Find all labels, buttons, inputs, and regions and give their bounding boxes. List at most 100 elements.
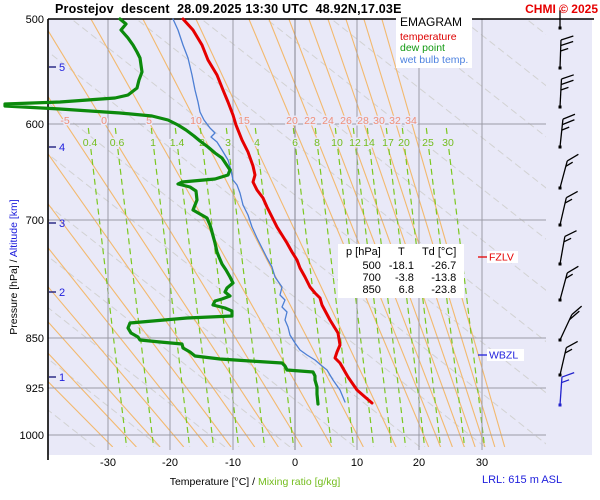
dewpoint-curve [3,17,320,406]
moist-adiabat-line [288,19,453,447]
mixing-ratio-label: 6 [292,137,298,149]
mixing-ratio-line [352,127,355,138]
x-axis-label-mixing: Mixing ratio [g/kg] [257,476,341,488]
wind-barb-feather [560,86,569,91]
mixing-ratio-line [355,148,393,447]
moist-adiabat-label: 32 [389,115,401,127]
moist-adiabat-line [268,19,442,447]
moist-adiabat-label: 5 [146,115,152,127]
dry-adiabat-line [331,19,546,189]
altitude-tick-label: 5 [59,62,65,74]
temperature-curve [181,17,374,405]
mixing-ratio-line [254,127,257,138]
wind-barb-feather [563,237,572,243]
moist-adiabat-label: 20 [286,115,298,127]
fzlv-marker-label: FZLV [489,252,514,264]
wind-barb-feather [561,126,570,131]
mixing-ratio-line [317,148,355,447]
x-axis-label: Temperature [°C] / Mixing ratio [g/kg] [169,476,341,488]
wind-barb [558,230,577,266]
moist-adiabat-line [48,95,279,447]
mixing-ratio-line [385,127,388,138]
legend-item-dewpoint: dew point [400,42,445,54]
dry-adiabat-line [71,19,546,394]
moist-adiabat-line [381,19,506,447]
dry-adiabat-line [201,19,546,291]
table-header-cell: p [hPa] [346,246,381,258]
table-cell: -23.8 [431,284,457,296]
wind-barb [558,372,575,407]
table-cell: 700 [362,272,381,284]
wind-barb [558,340,578,377]
mixing-ratio-label: 1 [150,137,156,149]
table-row: 500 -18.1 -26.7 [342,260,460,272]
pressure-tick-label: 1000 [20,430,44,442]
mixing-ratio-label: 20 [398,137,410,149]
moist-adiabat-label: 22 [304,115,316,127]
wbzl-marker-label: WBZL [489,350,518,362]
table-row: 700 -3.8 -13.8 [342,272,460,284]
wind-barb-feather [561,379,570,384]
mixing-ratio-line [366,127,369,138]
wind-barb-feather [571,305,583,316]
wind-barb-feather [564,230,577,238]
mixing-ratio-line [292,127,295,138]
wind-barb-staff [559,39,562,69]
dry-adiabat-line [48,51,546,445]
table-cell: -3.8 [394,272,414,284]
pressure-tick-label: 925 [26,383,44,395]
mixing-ratio-label: 17 [382,137,394,149]
moist-adiabat-line [48,320,161,447]
legend-item-temperature: temperature [400,30,457,43]
mixing-ratio-line [314,127,317,138]
y-axis-label-pressure: Pressure [hPa] [8,265,20,335]
mixing-ratio-label: 3 [225,137,231,149]
mixing-ratio-line [174,127,177,138]
temperature-tick-label: -20 [162,457,178,469]
wind-barb-feather [565,340,578,349]
mixing-ratio-line [428,148,466,447]
moist-adiabat-label: 28 [357,115,369,127]
wind-barb [558,35,574,70]
mixing-ratio-line [90,148,128,447]
copyright-text: CHMI © 2025 [525,2,598,16]
wind-barb-feather [564,198,573,204]
mixing-ratio-lines [87,127,486,447]
wind-barbs [558,10,583,407]
wind-barb-feather [560,79,574,86]
mixing-ratio-line [228,148,266,447]
table-cell: 850 [362,284,381,296]
temperature-tick-label: -10 [225,457,241,469]
wind-barb [558,113,576,149]
wind-barb-staff [559,79,563,108]
wind-barb-feather [561,372,575,378]
y-axis-label-altitude: Altitude [km] [8,199,20,258]
wind-barb [558,153,579,190]
temperature-tick-label: 10 [351,457,363,469]
wind-barb-staff [559,377,563,406]
mixing-ratio-label: 0.6 [110,137,125,149]
mixing-ratio-label: 12 [349,137,361,149]
wind-barb-feather [562,119,575,126]
wind-barb-feather [565,161,574,167]
moist-adiabat-line [363,19,496,447]
mixing-ratio-line [448,148,486,447]
mixing-ratio-line [369,148,407,447]
dry-adiabat-line [136,19,546,343]
moist-adiabat-line [48,285,185,447]
table-cell: -18.1 [388,260,414,272]
y-axis-label: Pressure [hPa] / Altitude [km] [8,199,20,335]
mixing-ratio-line [114,127,117,138]
sounding-table: p [hPa] T Td [°C] 500 -18.1 -26.7 700 -3.8 -13.… [338,244,465,298]
lrl-annotation: LRL: 615 m ASL [482,474,563,486]
mixing-ratio-line [445,127,448,138]
moist-adiabat-label: 26 [340,115,352,127]
dry-adiabat-line [48,204,356,447]
table-row: 850 6.8 -23.8 [342,284,460,296]
wbzl-marker: WBZL [478,349,524,362]
mixing-ratio-line [295,148,333,447]
altitude-tick-label: 2 [59,287,65,299]
mixing-ratio-line [199,127,202,138]
mixing-ratio-label: 10 [331,137,343,149]
